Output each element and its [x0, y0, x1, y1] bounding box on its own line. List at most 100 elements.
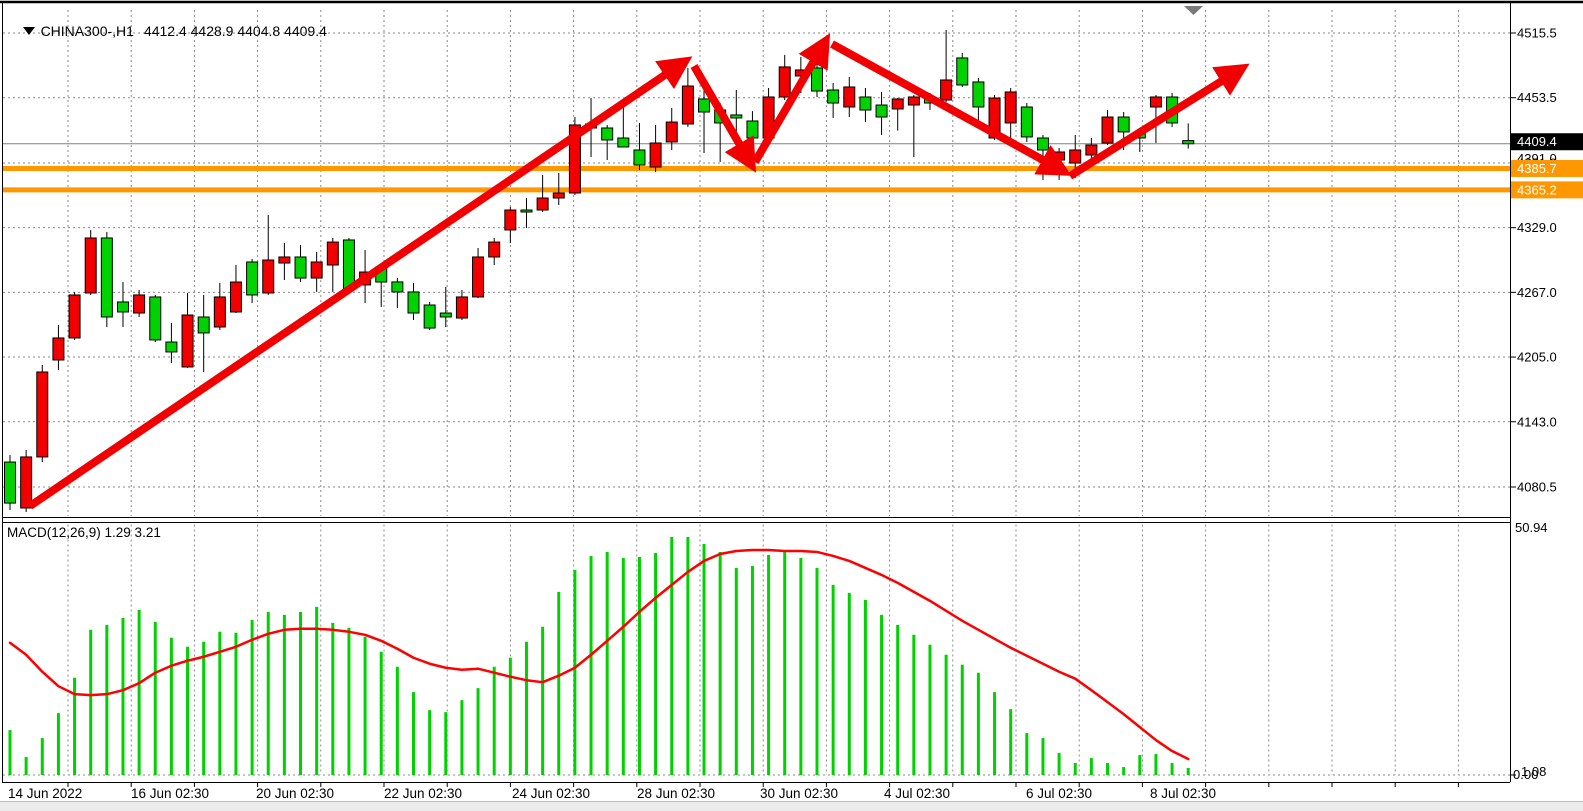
candle: [504, 206, 517, 243]
candle: [165, 322, 178, 364]
macd-signal-line: [8, 548, 1190, 761]
candle: [310, 251, 323, 292]
candle-body: [1053, 151, 1066, 161]
candle-body: [52, 337, 65, 361]
candle: [326, 237, 339, 292]
price-axis-label: 4329.0: [1517, 220, 1557, 235]
candle: [1182, 123, 1195, 149]
candle-body: [746, 120, 759, 139]
candle: [1101, 110, 1114, 145]
candle: [439, 286, 452, 328]
candle: [455, 289, 468, 321]
price-axis-label: 4143.0: [1517, 414, 1557, 429]
candle-body: [100, 237, 113, 318]
price-axis-label: 4453.5: [1517, 90, 1557, 105]
candle-body: [246, 261, 259, 296]
trend-arrow[interactable]: [1067, 63, 1250, 180]
symbol-period-label: CHINA300-,H1: [40, 23, 134, 39]
candle: [36, 364, 49, 463]
candle: [520, 198, 533, 228]
candle: [20, 449, 33, 513]
symbol-dropdown-icon[interactable]: [22, 27, 35, 35]
macd-axis-mid-label: 1.08: [1521, 764, 1546, 779]
candle-body: [859, 96, 872, 111]
candle: [68, 291, 81, 340]
candle-body: [568, 124, 581, 194]
time-axis-label: 4 Jul 02:30: [884, 786, 950, 801]
candle-body: [197, 316, 210, 334]
candle: [956, 53, 969, 87]
candle: [472, 247, 485, 298]
level-price-badge: [1511, 159, 1583, 177]
price-axis-label: 4267.0: [1517, 285, 1557, 300]
candle-body: [681, 85, 694, 125]
candle-body: [1182, 140, 1195, 145]
candle-body: [891, 98, 904, 110]
candle-body: [536, 197, 549, 211]
candle: [4, 454, 16, 511]
candle-body: [165, 341, 178, 353]
candle-body: [1004, 91, 1017, 124]
candle: [197, 294, 210, 372]
candle-body: [472, 256, 485, 298]
candle: [827, 82, 840, 118]
candle-body: [956, 57, 969, 86]
candle-body: [698, 98, 711, 113]
macd-axis-zero-label: 0.00: [1513, 767, 1538, 782]
candle-body: [407, 291, 420, 314]
trend-arrow[interactable]: [690, 63, 757, 173]
price-axis-label: 4080.5: [1517, 480, 1557, 495]
chart-shift-marker-icon[interactable]: [1184, 6, 1203, 15]
panel-borders: [0, 0, 1583, 783]
candle: [423, 301, 436, 331]
candle: [778, 54, 791, 101]
trend-arrow[interactable]: [830, 40, 1072, 176]
candle-body: [504, 209, 517, 231]
time-axis-label: 6 Jul 02:30: [1026, 786, 1092, 801]
candle: [262, 215, 275, 295]
candle: [907, 94, 920, 157]
candle-body: [439, 312, 452, 318]
candle: [875, 91, 888, 135]
trend-arrow[interactable]: [27, 56, 693, 510]
candle: [149, 294, 162, 343]
current-price-badge-label: 4409.4: [1517, 134, 1557, 149]
candle: [52, 324, 65, 371]
candle: [552, 172, 565, 205]
candle: [649, 124, 662, 173]
time-axis-label: 24 Jun 02:30: [512, 786, 590, 801]
candle: [294, 244, 307, 282]
candle-body: [875, 104, 888, 118]
candle: [940, 29, 953, 102]
time-axis-label: 28 Jun 02:30: [637, 786, 715, 801]
candle-body: [617, 137, 630, 148]
candle: [84, 229, 97, 295]
candle: [246, 258, 259, 303]
candle-body: [262, 259, 275, 294]
candle-body: [601, 127, 614, 141]
candle-body: [1069, 149, 1082, 164]
price-axis-label: 4515.5: [1517, 26, 1557, 41]
candle-body: [633, 149, 646, 166]
candle-body: [181, 314, 194, 368]
time-axis-label: 20 Jun 02:30: [256, 786, 334, 801]
candle-body: [455, 296, 468, 319]
candle-body: [972, 81, 985, 108]
candle: [633, 122, 646, 171]
ohlc-readout: 4412.4 4428.9 4404.8 4409.4: [143, 23, 327, 39]
candle-body: [811, 67, 823, 92]
candle-body: [4, 461, 16, 504]
current-price-badge: [1511, 133, 1583, 151]
candle: [229, 265, 242, 314]
candle-body: [278, 256, 291, 264]
candle: [1004, 88, 1017, 142]
time-axis-label: 22 Jun 02:30: [384, 786, 462, 801]
candle-body: [84, 237, 97, 294]
candle-body: [133, 294, 146, 314]
candle: [100, 232, 113, 328]
candle-body: [649, 142, 662, 168]
trend-arrow[interactable]: [751, 33, 831, 165]
